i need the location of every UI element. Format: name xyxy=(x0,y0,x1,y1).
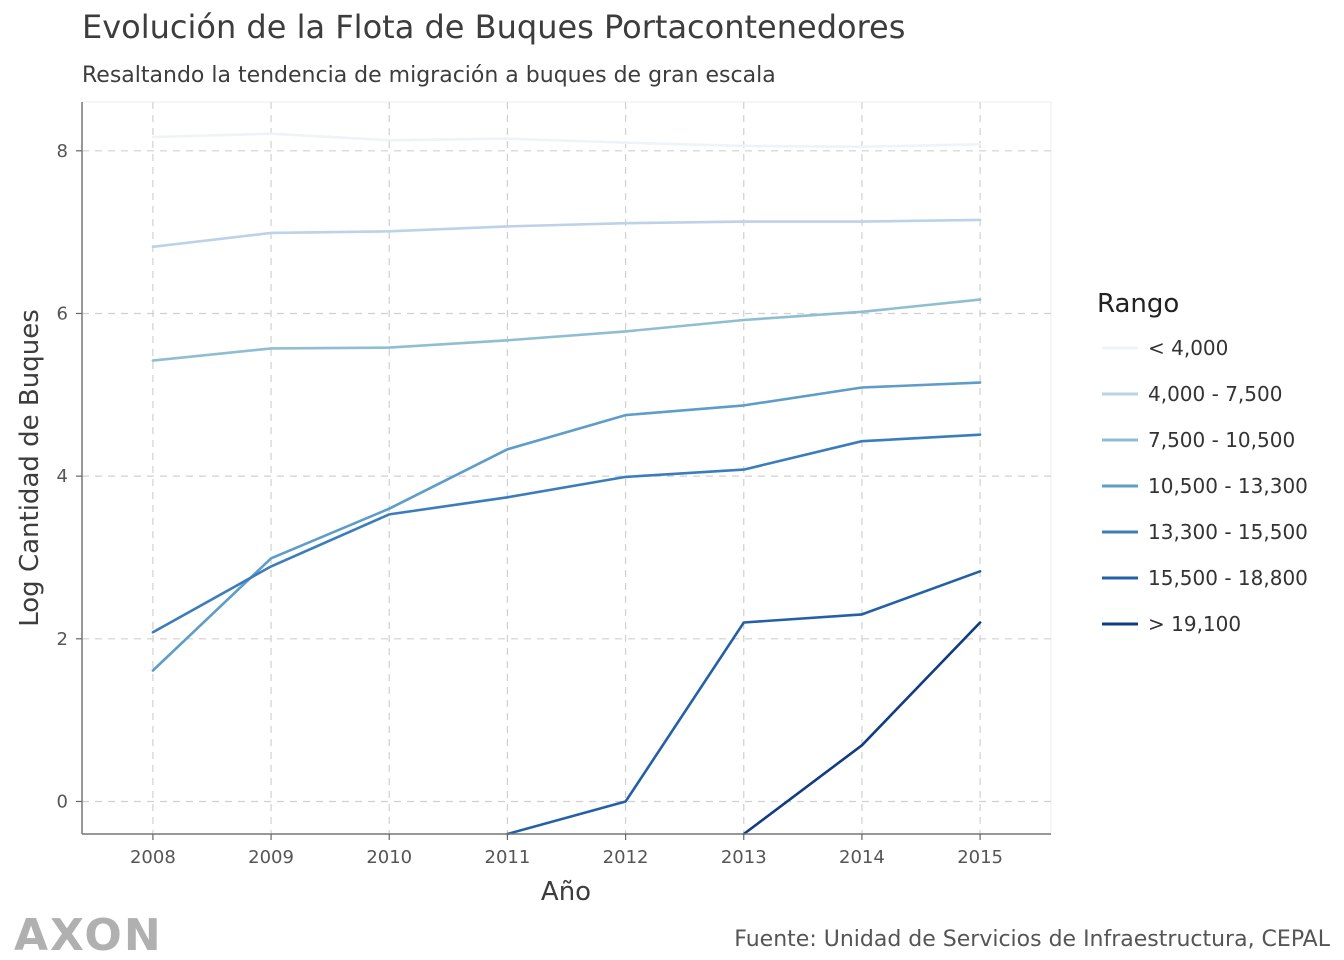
y-axis-title: Log Cantidad de Buques xyxy=(15,309,45,627)
x-axis-title: Año xyxy=(541,877,591,907)
axon-logo: AXON xyxy=(14,910,163,960)
legend-label: 13,300 - 15,500 xyxy=(1148,520,1308,544)
axes xyxy=(81,102,1051,835)
horizontal-gridlines xyxy=(82,150,1051,803)
legend: Rango < 4,000 4,000 - 7,500 7,500 - 10,500… xyxy=(1097,289,1308,636)
x-tick-label: 2015 xyxy=(957,847,1003,868)
x-tick-label: 2014 xyxy=(839,847,885,868)
y-tick-label: 4 xyxy=(57,466,68,487)
series-lines xyxy=(151,132,982,836)
series-line-3 xyxy=(151,298,982,362)
legend-label: 15,500 - 18,800 xyxy=(1148,566,1308,590)
x-tick-label: 2010 xyxy=(366,847,412,868)
series-line-6 xyxy=(506,569,982,836)
legend-label: > 19,100 xyxy=(1148,612,1241,636)
x-tick-label: 2011 xyxy=(485,847,531,868)
y-tick-labels: 0 2 4 6 8 xyxy=(57,141,82,812)
legend-label: < 4,000 xyxy=(1148,336,1228,360)
x-tick-label: 2012 xyxy=(603,847,649,868)
x-tick-label: 2013 xyxy=(721,847,767,868)
legend-label: 10,500 - 13,300 xyxy=(1148,474,1308,498)
x-tick-labels: 2008 2009 2010 2011 2012 2013 2014 2015 xyxy=(130,834,1003,868)
x-tick-label: 2009 xyxy=(248,847,294,868)
source-caption: Fuente: Unidad de Servicios de Infraestr… xyxy=(734,927,1330,952)
legend-label: 4,000 - 7,500 xyxy=(1148,382,1282,406)
legend-label: 7,500 - 10,500 xyxy=(1148,428,1295,452)
plot-area xyxy=(81,101,1052,836)
chart-subtitle: Resaltando la tendencia de migración a b… xyxy=(82,63,776,88)
series-line-2 xyxy=(151,218,982,249)
series-line-4 xyxy=(151,381,982,672)
legend-title: Rango xyxy=(1097,289,1179,319)
y-tick-label: 6 xyxy=(57,303,68,324)
vertical-gridlines xyxy=(152,102,981,834)
y-tick-label: 2 xyxy=(57,629,68,650)
y-tick-label: 0 xyxy=(57,791,68,812)
y-tick-label: 8 xyxy=(57,141,68,162)
legend-items: < 4,000 4,000 - 7,500 7,500 - 10,500 10,500… xyxy=(1102,336,1308,636)
plot-panel xyxy=(81,101,1052,835)
series-line-7 xyxy=(742,621,982,836)
chart-title: Evolución de la Flota de Buques Portacon… xyxy=(82,8,905,46)
x-tick-label: 2008 xyxy=(130,847,176,868)
series-line-1 xyxy=(151,132,982,148)
series-line-5 xyxy=(151,433,982,634)
